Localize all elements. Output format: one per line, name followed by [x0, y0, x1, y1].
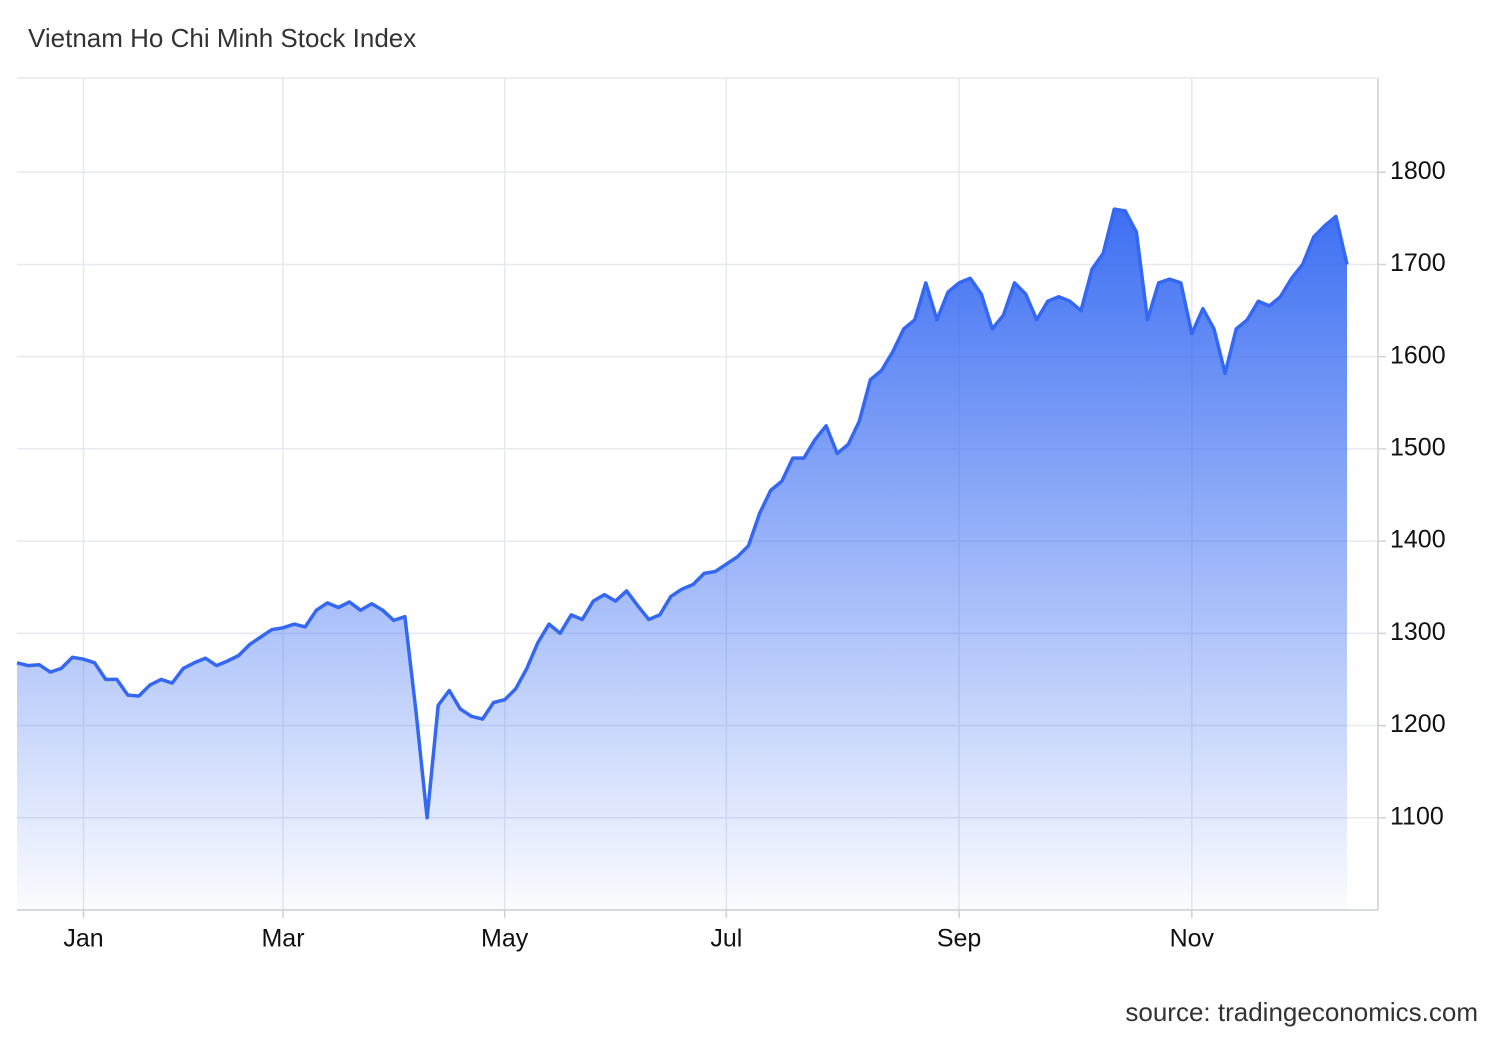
y-tick-label: 1200	[1390, 710, 1446, 738]
y-tick-label: 1300	[1390, 618, 1446, 646]
y-tick-label: 1700	[1390, 249, 1446, 277]
x-tick-label: Sep	[937, 925, 981, 953]
source: source: tradingeconomics.com	[1125, 997, 1478, 1027]
chart-title: Vietnam Ho Chi Minh Stock Index	[28, 23, 416, 53]
y-tick-label: 1400	[1390, 526, 1446, 554]
x-tick-label: Nov	[1170, 925, 1215, 953]
x-tick-label: Jul	[710, 925, 742, 953]
line	[16, 207, 1349, 820]
x-tick-label: Mar	[261, 925, 304, 953]
y-tick-label: 1800	[1390, 157, 1446, 185]
x-tick-label: Jan	[63, 925, 103, 953]
y-tick-label: 1500	[1390, 433, 1446, 461]
x-tick-label: May	[481, 925, 529, 953]
y-tick-label: 1100	[1390, 802, 1444, 830]
area	[17, 209, 1347, 911]
y-tick-label: 1600	[1390, 341, 1446, 369]
